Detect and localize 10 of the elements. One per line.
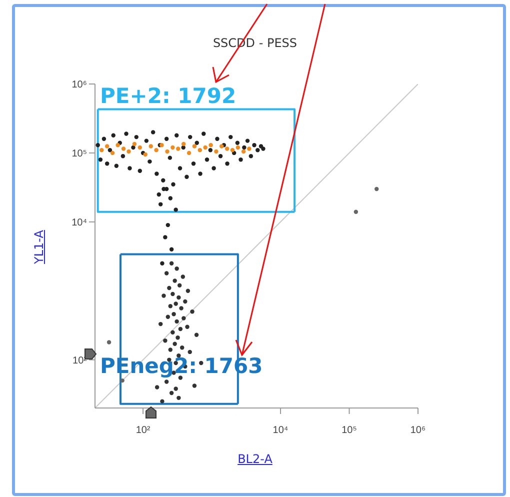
x-axis-title: BL2-A xyxy=(236,452,274,466)
x-tick-label: 10⁴ xyxy=(272,425,288,436)
y-tick-label: 10⁶ xyxy=(72,80,87,91)
y-tick-label: 10⁴ xyxy=(72,217,87,228)
y-axis-title: YL1-A xyxy=(32,229,46,266)
x-tick-label: 10⁵ xyxy=(342,425,357,436)
annotation: PE+2: 1792 xyxy=(100,84,236,108)
x-tick-label: 10² xyxy=(136,425,151,436)
y-tick-label: 10⁵ xyxy=(72,148,87,160)
x-tick-label: 10⁶ xyxy=(410,425,426,436)
